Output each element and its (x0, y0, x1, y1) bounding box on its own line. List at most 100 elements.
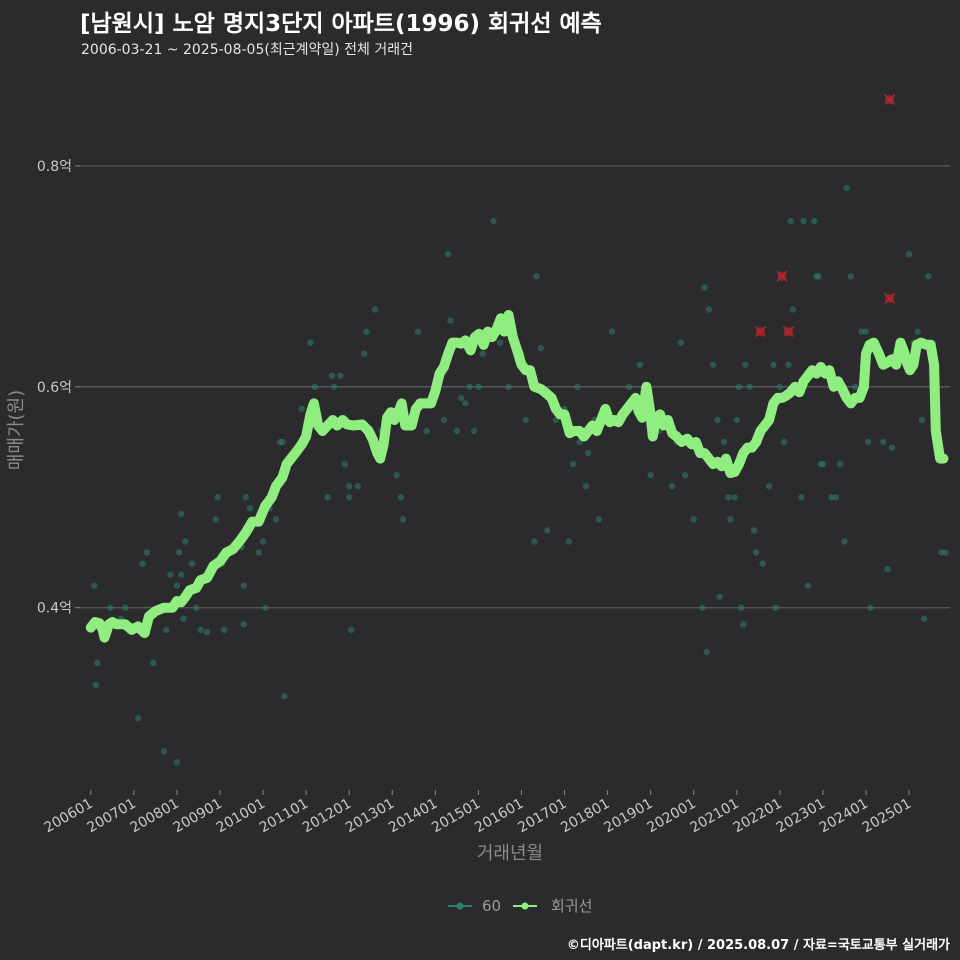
data-point (255, 549, 262, 556)
data-point (490, 217, 497, 225)
data-point (496, 339, 504, 346)
data-point (746, 383, 753, 391)
data-point (765, 483, 773, 490)
data-point (470, 427, 478, 435)
x-tick-label: 201201 (300, 796, 354, 837)
data-point (440, 416, 448, 424)
data-point (475, 383, 482, 391)
data-point (91, 582, 98, 589)
data-point (447, 317, 454, 324)
data-point (203, 628, 211, 636)
legend: 60 회귀선 (448, 897, 592, 915)
data-point (134, 715, 142, 722)
data-point (709, 361, 717, 368)
x-tick-label: 201401 (386, 796, 440, 837)
data-point (742, 361, 749, 368)
data-point (677, 339, 685, 346)
y-axis-title: 매매가(원) (6, 390, 27, 470)
data-point (371, 306, 379, 313)
data-point (214, 494, 222, 501)
data-point (173, 582, 181, 589)
data-point (925, 273, 932, 280)
data-point (714, 416, 721, 424)
data-point (281, 692, 288, 700)
data-point (772, 604, 779, 611)
data-point (811, 217, 818, 225)
data-point (832, 494, 840, 501)
data-point (354, 483, 361, 490)
data-point (212, 516, 219, 523)
data-point (735, 383, 743, 391)
x-tick-label: 202501 (860, 796, 914, 837)
y-tick-labels: 0.4억 0.6억 0.8억 (37, 159, 72, 617)
data-point (647, 471, 654, 479)
data-point (920, 615, 928, 622)
data-point (843, 184, 850, 192)
data-point (731, 494, 738, 501)
data-point (197, 626, 204, 634)
data-point (888, 444, 896, 451)
data-point (737, 604, 745, 611)
chart-subtitle: 2006-03-21 ~ 2025-08-05(최근계약일) 전체 거래건 (81, 42, 413, 58)
x-tick-label: 201501 (429, 796, 483, 837)
data-point (681, 471, 689, 479)
data-point (585, 449, 592, 457)
outlier-point (776, 270, 788, 282)
data-point (221, 626, 228, 634)
x-tick-label: 201301 (343, 796, 397, 837)
x-tick-label: 201701 (515, 796, 569, 837)
x-tick-label: 201801 (558, 796, 612, 837)
legend-label-60: 60 (482, 897, 501, 915)
data-point (188, 560, 196, 567)
x-tick-label: 201101 (257, 796, 311, 837)
data-point (669, 483, 676, 490)
data-point (505, 383, 512, 391)
data-point (942, 549, 949, 556)
outlier-point (754, 326, 767, 338)
data-point (918, 416, 926, 424)
x-tick-label: 200801 (128, 796, 182, 837)
data-point (324, 494, 331, 501)
data-point (345, 494, 353, 501)
x-tick-label: 202201 (731, 796, 785, 837)
data-point (180, 615, 187, 622)
data-point (752, 549, 760, 556)
data-point (311, 383, 318, 391)
data-point (414, 328, 422, 335)
data-point (341, 460, 349, 468)
outlier-points (754, 94, 896, 338)
y-tick-label: 0.6억 (37, 380, 72, 396)
data-point (815, 273, 822, 280)
data-point (150, 659, 157, 667)
data-point (574, 383, 581, 391)
data-point (798, 494, 805, 501)
data-point (162, 626, 170, 634)
data-point (92, 681, 100, 689)
data-point (582, 483, 590, 490)
data-point (867, 604, 874, 611)
data-point (884, 565, 891, 573)
data-point (261, 604, 269, 611)
data-point (819, 460, 827, 468)
x-tick-label: 200601 (41, 796, 95, 837)
x-tick-labels: 2006012007012008012009012010012011012012… (41, 796, 914, 837)
x-tick-label: 200701 (85, 796, 139, 837)
data-point (724, 494, 732, 501)
data-point (345, 483, 353, 490)
data-point (531, 538, 538, 545)
data-point (94, 659, 101, 667)
data-point (393, 471, 400, 479)
outlier-point (782, 326, 795, 338)
data-point (699, 604, 706, 611)
data-point (905, 251, 913, 258)
data-point (173, 759, 181, 766)
data-point (337, 372, 344, 379)
data-point (847, 273, 855, 280)
data-point (399, 516, 407, 523)
data-point (565, 538, 573, 545)
data-point (569, 460, 577, 468)
data-point (770, 361, 777, 368)
data-point (789, 306, 796, 313)
data-point (178, 510, 185, 518)
data-point (608, 328, 616, 335)
